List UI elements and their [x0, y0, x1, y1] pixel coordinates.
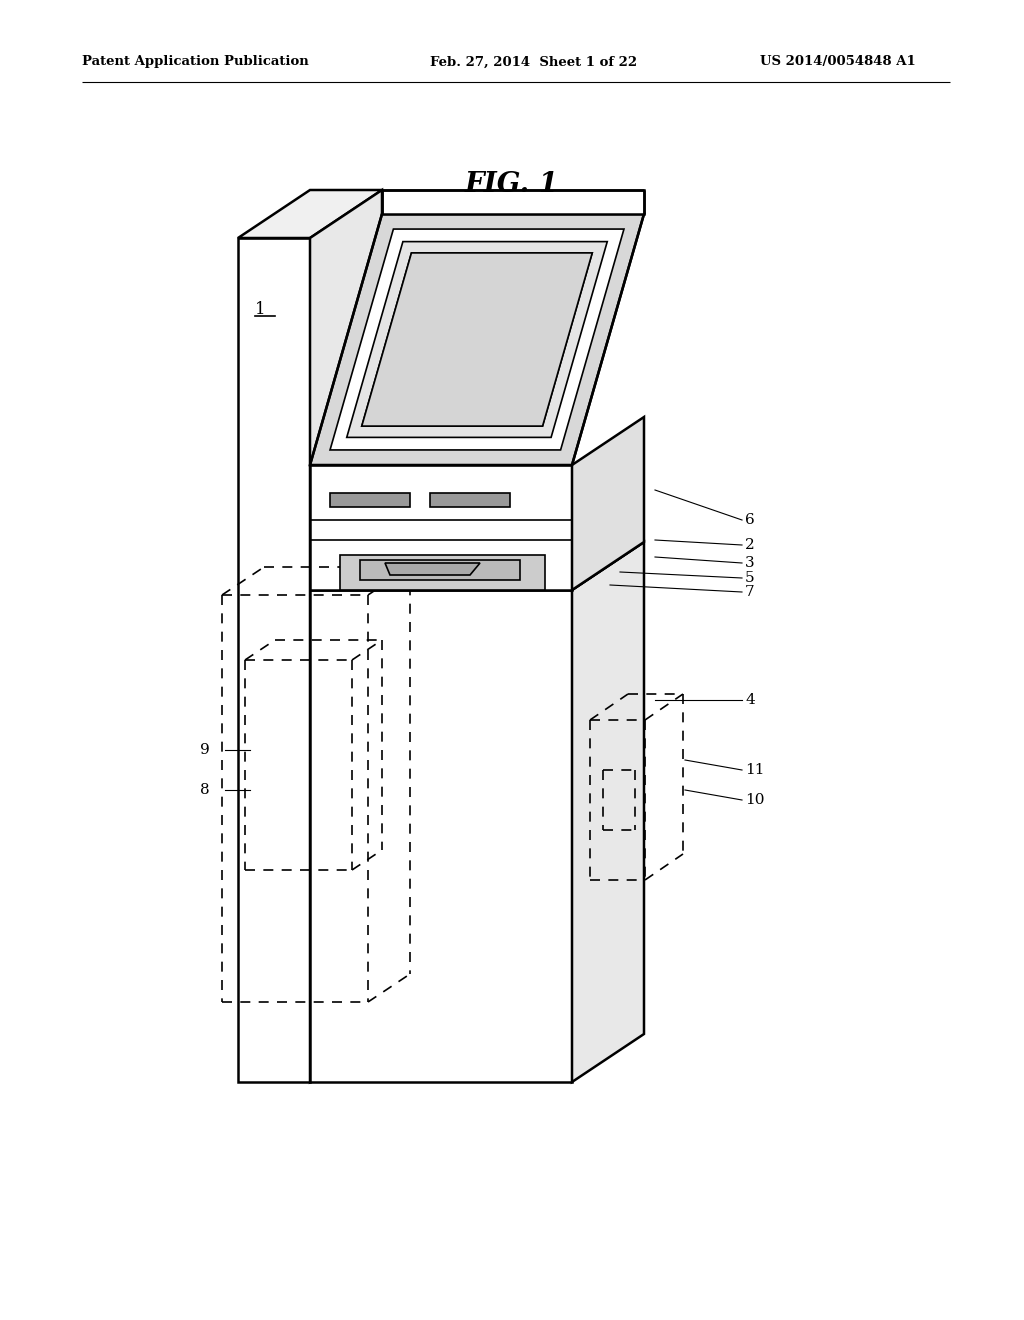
Polygon shape	[310, 190, 382, 1082]
Polygon shape	[385, 564, 480, 576]
Text: 8: 8	[200, 783, 210, 797]
Polygon shape	[330, 492, 410, 507]
Polygon shape	[347, 242, 607, 437]
Polygon shape	[360, 560, 520, 579]
Text: 2: 2	[745, 539, 755, 552]
Polygon shape	[310, 543, 644, 590]
Polygon shape	[572, 543, 644, 1082]
Text: 3: 3	[745, 556, 755, 570]
Polygon shape	[238, 238, 310, 1082]
Text: 5: 5	[745, 572, 755, 585]
Polygon shape	[382, 190, 644, 214]
Text: 4: 4	[745, 693, 755, 708]
Text: Patent Application Publication: Patent Application Publication	[82, 55, 309, 69]
Text: 11: 11	[745, 763, 765, 777]
Polygon shape	[238, 190, 382, 238]
Polygon shape	[310, 590, 572, 1082]
Polygon shape	[310, 465, 572, 590]
Text: 1: 1	[255, 301, 265, 318]
Polygon shape	[361, 253, 592, 426]
Polygon shape	[330, 230, 624, 450]
Polygon shape	[361, 253, 592, 426]
Polygon shape	[310, 214, 644, 465]
Text: 10: 10	[745, 793, 765, 807]
Text: US 2014/0054848 A1: US 2014/0054848 A1	[760, 55, 915, 69]
Text: 9: 9	[200, 743, 210, 756]
Polygon shape	[430, 492, 510, 507]
Text: 7: 7	[745, 585, 755, 599]
Polygon shape	[572, 417, 644, 590]
Text: FIG. 1: FIG. 1	[465, 172, 559, 198]
Polygon shape	[340, 554, 545, 590]
Text: 6: 6	[745, 513, 755, 527]
Text: Feb. 27, 2014  Sheet 1 of 22: Feb. 27, 2014 Sheet 1 of 22	[430, 55, 637, 69]
